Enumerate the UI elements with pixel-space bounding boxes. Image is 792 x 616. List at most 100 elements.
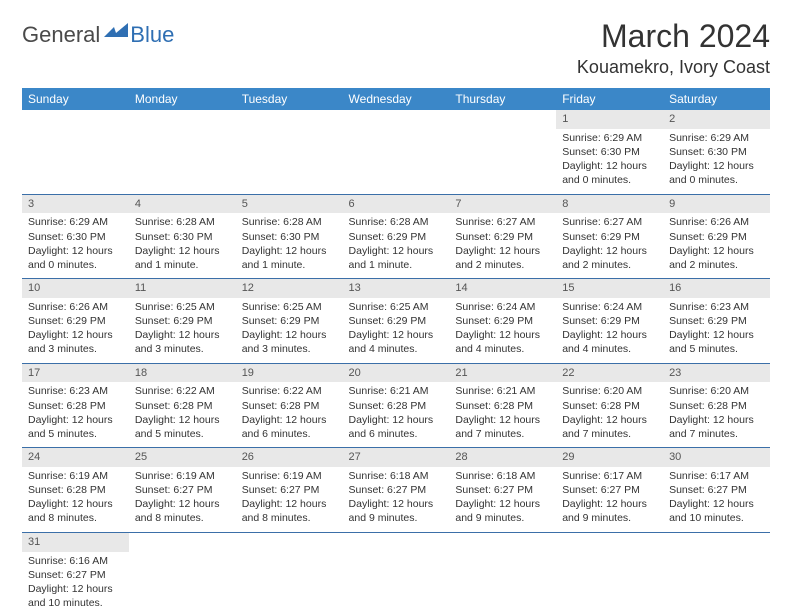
day-of-week-header: Wednesday xyxy=(343,88,450,110)
day-detail-cell: Sunrise: 6:19 AMSunset: 6:28 PMDaylight:… xyxy=(22,467,129,532)
day-detail-cell xyxy=(343,552,450,616)
sunrise-text: Sunrise: 6:19 AM xyxy=(28,469,123,483)
daylight-text: Daylight: 12 hours and 5 minutes. xyxy=(28,413,123,441)
daylight-text: Daylight: 12 hours and 4 minutes. xyxy=(349,328,444,356)
sunrise-text: Sunrise: 6:18 AM xyxy=(349,469,444,483)
sunrise-text: Sunrise: 6:24 AM xyxy=(562,300,657,314)
daylight-text: Daylight: 12 hours and 8 minutes. xyxy=(135,497,230,525)
day-detail-cell xyxy=(22,129,129,194)
sunrise-text: Sunrise: 6:23 AM xyxy=(28,384,123,398)
daylight-text: Daylight: 12 hours and 0 minutes. xyxy=(562,159,657,187)
sunset-text: Sunset: 6:27 PM xyxy=(349,483,444,497)
sunset-text: Sunset: 6:27 PM xyxy=(135,483,230,497)
sunrise-text: Sunrise: 6:26 AM xyxy=(28,300,123,314)
day-detail-cell: Sunrise: 6:16 AMSunset: 6:27 PMDaylight:… xyxy=(22,552,129,616)
day-number-cell xyxy=(236,532,343,551)
day-detail-cell: Sunrise: 6:23 AMSunset: 6:29 PMDaylight:… xyxy=(663,298,770,363)
sunrise-text: Sunrise: 6:24 AM xyxy=(455,300,550,314)
sunset-text: Sunset: 6:28 PM xyxy=(669,399,764,413)
day-number-cell: 19 xyxy=(236,363,343,382)
month-title: March 2024 xyxy=(577,18,770,55)
day-detail-cell: Sunrise: 6:17 AMSunset: 6:27 PMDaylight:… xyxy=(663,467,770,532)
day-number-cell xyxy=(129,110,236,129)
day-detail-cell: Sunrise: 6:27 AMSunset: 6:29 PMDaylight:… xyxy=(449,213,556,278)
day-number-cell: 31 xyxy=(22,532,129,551)
day-number-cell: 11 xyxy=(129,279,236,298)
day-number-cell: 10 xyxy=(22,279,129,298)
sunset-text: Sunset: 6:28 PM xyxy=(349,399,444,413)
daylight-text: Daylight: 12 hours and 1 minute. xyxy=(135,244,230,272)
daylight-text: Daylight: 12 hours and 5 minutes. xyxy=(669,328,764,356)
day-number-cell: 8 xyxy=(556,194,663,213)
week-detail-row: Sunrise: 6:23 AM Sunset: 6:28 PM Daylight:… xyxy=(22,382,770,447)
day-number-cell: 2 xyxy=(663,110,770,129)
day-detail-cell: Sunrise: 6:28 AMSunset: 6:30 PMDaylight:… xyxy=(129,213,236,278)
week-detail-row: Sunrise: 6:29 AMSunset: 6:30 PM Daylight:… xyxy=(22,213,770,278)
sunset-text: Sunset: 6:29 PM xyxy=(349,314,444,328)
day-number-cell: 13 xyxy=(343,279,450,298)
day-number-cell xyxy=(22,110,129,129)
day-number-cell: 29 xyxy=(556,448,663,467)
day-number-cell xyxy=(663,532,770,551)
day-of-week-header: Thursday xyxy=(449,88,556,110)
daylight-text: Daylight: 12 hours and 3 minutes. xyxy=(28,328,123,356)
day-number-cell: 20 xyxy=(343,363,450,382)
sunrise-text: Sunrise: 6:29 AM xyxy=(562,131,657,145)
day-detail-cell: Sunrise: 6:29 AMSunset: 6:30 PMDaylight:… xyxy=(556,129,663,194)
sunrise-text: Sunrise: 6:28 AM xyxy=(135,215,230,229)
day-number-cell: 1 xyxy=(556,110,663,129)
day-detail-cell: Sunrise: 6:18 AMSunset: 6:27 PMDaylight:… xyxy=(343,467,450,532)
calendar-body: 12Sunrise: 6:29 AMSunset: 6:30 PMDayligh… xyxy=(22,110,770,616)
day-number-cell: 30 xyxy=(663,448,770,467)
day-detail-cell: Sunrise: 6:22 AMSunset: 6:28 PMDaylight:… xyxy=(236,382,343,447)
day-detail-cell xyxy=(236,129,343,194)
day-of-week-row: SundayMondayTuesdayWednesdayThursdayFrid… xyxy=(22,88,770,110)
day-of-week-header: Saturday xyxy=(663,88,770,110)
logo: General Blue xyxy=(22,22,174,48)
sunrise-text: Sunrise: 6:26 AM xyxy=(669,215,764,229)
day-detail-cell: Sunrise: 6:21 AMSunset: 6:28 PMDaylight:… xyxy=(343,382,450,447)
daylight-text: Daylight: 12 hours and 10 minutes. xyxy=(28,582,123,610)
sunset-text: Sunset: 6:28 PM xyxy=(28,483,123,497)
day-detail-cell: Sunrise: 6:24 AMSunset: 6:29 PMDaylight:… xyxy=(556,298,663,363)
sunrise-text: Sunrise: 6:25 AM xyxy=(349,300,444,314)
day-detail-cell: Sunrise: 6:26 AMSunset: 6:29 PMDaylight:… xyxy=(22,298,129,363)
sunset-text: Sunset: 6:29 PM xyxy=(455,314,550,328)
week-detail-row: Sunrise: 6:16 AMSunset: 6:27 PMDaylight:… xyxy=(22,552,770,616)
sunset-text: Sunset: 6:29 PM xyxy=(135,314,230,328)
day-detail-cell: Sunrise: 6:18 AMSunset: 6:27 PMDaylight:… xyxy=(449,467,556,532)
sunrise-text: Sunrise: 6:29 AM xyxy=(28,215,123,229)
day-detail-cell: Sunrise: 6:17 AMSunset: 6:27 PMDaylight:… xyxy=(556,467,663,532)
daylight-text: Daylight: 12 hours and 4 minutes. xyxy=(562,328,657,356)
sunrise-text: Sunrise: 6:23 AM xyxy=(669,300,764,314)
sunset-text: Sunset: 6:30 PM xyxy=(28,230,123,244)
day-detail-cell: Sunrise: 6:22 AMSunset: 6:28 PMDaylight:… xyxy=(129,382,236,447)
day-detail-cell: Sunrise: 6:19 AMSunset: 6:27 PMDaylight:… xyxy=(236,467,343,532)
daylight-text: Daylight: 12 hours and 2 minutes. xyxy=(669,244,764,272)
day-detail-cell xyxy=(449,552,556,616)
day-detail-cell: Sunrise: 6:24 AMSunset: 6:29 PMDaylight:… xyxy=(449,298,556,363)
day-detail-cell: Sunrise: 6:28 AMSunset: 6:30 PMDaylight:… xyxy=(236,213,343,278)
sunset-text: Sunset: 6:27 PM xyxy=(242,483,337,497)
day-detail-cell xyxy=(343,129,450,194)
daylight-text: Daylight: 12 hours and 1 minute. xyxy=(349,244,444,272)
sunrise-text: Sunrise: 6:25 AM xyxy=(135,300,230,314)
daylight-text: Daylight: 12 hours and 3 minutes. xyxy=(135,328,230,356)
day-number-cell: 12 xyxy=(236,279,343,298)
header: General Blue March 2024 Kouamekro, Ivory… xyxy=(22,18,770,78)
sunset-text: Sunset: 6:27 PM xyxy=(28,568,123,582)
day-number-cell: 23 xyxy=(663,363,770,382)
day-of-week-header: Sunday xyxy=(22,88,129,110)
week-number-row: 24252627282930 xyxy=(22,448,770,467)
day-detail-cell: Sunrise: 6:19 AMSunset: 6:27 PMDaylight:… xyxy=(129,467,236,532)
sunrise-text: Sunrise: 6:19 AM xyxy=(135,469,230,483)
day-number-cell: 25 xyxy=(129,448,236,467)
day-detail-cell xyxy=(663,552,770,616)
day-number-cell: 17 xyxy=(22,363,129,382)
calendar-table: SundayMondayTuesdayWednesdayThursdayFrid… xyxy=(22,88,770,616)
sunrise-text: Sunrise: 6:25 AM xyxy=(242,300,337,314)
week-detail-row: Sunrise: 6:19 AMSunset: 6:28 PMDaylight:… xyxy=(22,467,770,532)
day-number-cell xyxy=(129,532,236,551)
daylight-text: Daylight: 12 hours and 7 minutes. xyxy=(562,413,657,441)
sunset-text: Sunset: 6:29 PM xyxy=(455,230,550,244)
